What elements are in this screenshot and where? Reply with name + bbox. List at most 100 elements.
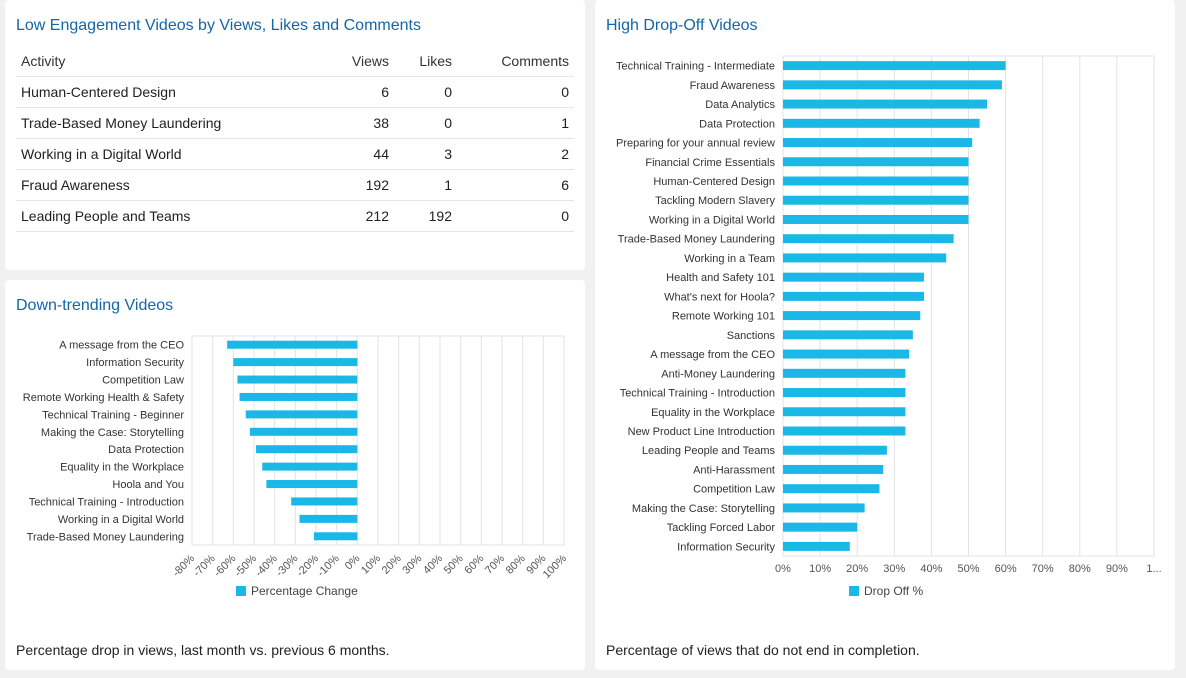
category-label: Fraud Awareness xyxy=(690,80,776,92)
column-header-activity[interactable]: Activity xyxy=(16,47,316,77)
column-header-comments[interactable]: Comments xyxy=(457,47,574,77)
bar xyxy=(783,253,947,263)
high-drop-off-card: High Drop-Off Videos 0% 10% 20% 30% 40% 50% 60… xyxy=(595,0,1175,670)
high-drop-off-title: High Drop-Off Videos xyxy=(606,17,758,34)
category-label: Working in a Digital World xyxy=(649,214,775,226)
x-tick-label: 40% xyxy=(920,563,942,575)
legend-label: Percentage Change xyxy=(251,584,358,598)
category-label: Technical Training - Introduction xyxy=(29,496,184,508)
cell-likes: 3 xyxy=(394,138,457,170)
cell-likes: 0 xyxy=(394,107,457,139)
x-tick-label: -20% xyxy=(294,552,321,579)
category-label: Health and Safety 101 xyxy=(666,272,775,284)
category-label: Data Protection xyxy=(108,444,184,456)
x-tick-label: 20% xyxy=(380,552,404,576)
x-tick-label: 30% xyxy=(400,552,424,576)
category-label: Tackling Forced Labor xyxy=(667,522,776,534)
high-drop-off-chart: 0% 10% 20% 30% 40% 50% 60% 70% 80% 90% 1... Technic… xyxy=(616,55,1162,598)
column-header-views[interactable]: Views xyxy=(316,47,394,77)
x-tick-label: 50% xyxy=(957,563,979,575)
bar xyxy=(783,311,921,321)
category-label: Competition Law xyxy=(102,375,184,387)
bar xyxy=(783,464,884,474)
x-tick-label: 90% xyxy=(1106,563,1128,575)
x-tick-label: 70% xyxy=(483,552,507,576)
column-header-likes[interactable]: Likes xyxy=(394,47,457,77)
bar xyxy=(783,291,924,301)
x-tick-label: 80% xyxy=(1069,563,1091,575)
table-row: Working in a Digital World 44 3 2 xyxy=(16,138,574,170)
bar xyxy=(237,375,358,384)
bar xyxy=(783,80,1002,90)
category-label: Human-Centered Design xyxy=(653,176,775,188)
x-tick-label: 0% xyxy=(775,563,791,575)
x-tick-label: -60% xyxy=(212,552,239,579)
category-label: Making the Case: Storytelling xyxy=(41,427,184,439)
bar xyxy=(783,541,850,551)
cell-views: 192 xyxy=(316,169,394,201)
bar xyxy=(299,514,358,523)
x-tick-label: -10% xyxy=(315,552,342,579)
x-tick-label: 20% xyxy=(846,563,868,575)
bar xyxy=(783,503,865,513)
category-label: A message from the CEO xyxy=(59,340,184,352)
bar xyxy=(291,497,358,506)
bar xyxy=(783,522,858,532)
cell-comments: 0 xyxy=(457,76,574,108)
bar xyxy=(313,532,358,541)
table-row: Human-Centered Design 6 0 0 xyxy=(16,76,574,108)
x-tick-label: -40% xyxy=(253,552,280,579)
x-tick-label: 10% xyxy=(359,552,383,576)
bar xyxy=(783,157,969,167)
category-label: Competition Law xyxy=(693,484,775,496)
low-engagement-title: Low Engagement Videos by Views, Likes an… xyxy=(16,17,421,34)
bar xyxy=(783,118,980,128)
x-tick-label: 80% xyxy=(504,552,528,576)
category-label: Preparing for your annual review xyxy=(616,138,775,150)
table-row: Trade-Based Money Laundering 38 0 1 xyxy=(16,107,574,139)
category-label: Making the Case: Storytelling xyxy=(632,503,775,515)
cell-comments: 0 xyxy=(457,200,574,232)
category-label: Technical Training - Beginner xyxy=(42,409,184,421)
bar xyxy=(783,138,973,148)
legend-swatch xyxy=(849,586,859,596)
low-engagement-card: Low Engagement Videos by Views, Likes an… xyxy=(5,0,585,270)
category-label: Tackling Modern Slavery xyxy=(655,195,775,207)
category-label: Hoola and You xyxy=(112,479,184,491)
category-label: Working in a Team xyxy=(684,253,775,265)
bar xyxy=(256,445,358,454)
bar xyxy=(783,407,906,417)
category-label: Trade-Based Money Laundering xyxy=(27,531,184,543)
low-engagement-table: Activity Views Likes Comments Human-Cent… xyxy=(16,47,574,232)
cell-activity: Fraud Awareness xyxy=(16,169,316,201)
cell-likes: 1 xyxy=(394,169,457,201)
category-label: Information Security xyxy=(86,357,184,369)
x-tick-label: -80% xyxy=(170,552,197,579)
category-label: Data Analytics xyxy=(705,99,775,111)
bar xyxy=(783,61,1006,71)
category-label: A message from the CEO xyxy=(650,349,775,361)
down-trending-chart: -80%-70%-60%-50%-40%-30%-20%-10% 0%10%20%… xyxy=(23,335,569,598)
cell-views: 38 xyxy=(316,107,394,139)
table-header-row: Activity Views Likes Comments xyxy=(16,47,574,77)
bar xyxy=(783,195,969,205)
category-label: Trade-Based Money Laundering xyxy=(618,234,775,246)
x-tick-label: 40% xyxy=(421,552,445,576)
x-tick-label: 60% xyxy=(462,552,486,576)
category-label: Financial Crime Essentials xyxy=(645,157,775,169)
category-label: Anti-Money Laundering xyxy=(661,368,775,380)
category-label: Technical Training - Intermediate xyxy=(616,61,775,73)
bar xyxy=(783,368,906,378)
bar xyxy=(233,358,358,367)
category-label: Working in a Digital World xyxy=(58,514,184,526)
cell-views: 44 xyxy=(316,138,394,170)
down-trending-title: Down-trending Videos xyxy=(16,297,174,314)
category-label: Leading People and Teams xyxy=(642,445,776,457)
bar xyxy=(239,392,358,401)
bar xyxy=(227,340,358,349)
table-row: Leading People and Teams 212 192 0 xyxy=(16,200,574,232)
bar xyxy=(783,99,988,109)
category-label: Anti-Harassment xyxy=(693,464,775,476)
bar xyxy=(249,427,358,436)
bar xyxy=(783,272,924,282)
